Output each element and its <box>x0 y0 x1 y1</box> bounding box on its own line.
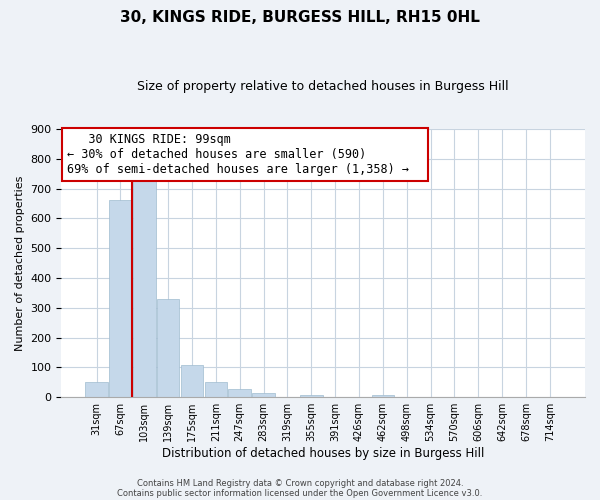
Text: Contains HM Land Registry data © Crown copyright and database right 2024.: Contains HM Land Registry data © Crown c… <box>137 478 463 488</box>
Y-axis label: Number of detached properties: Number of detached properties <box>15 176 25 350</box>
Bar <box>109 200 132 397</box>
Bar <box>205 382 227 397</box>
Text: 30, KINGS RIDE, BURGESS HILL, RH15 0HL: 30, KINGS RIDE, BURGESS HILL, RH15 0HL <box>120 10 480 25</box>
Bar <box>85 382 108 397</box>
Bar <box>229 389 251 397</box>
Bar <box>371 395 394 397</box>
Text: Contains public sector information licensed under the Open Government Licence v3: Contains public sector information licen… <box>118 488 482 498</box>
Title: Size of property relative to detached houses in Burgess Hill: Size of property relative to detached ho… <box>137 80 509 93</box>
Bar <box>157 299 179 397</box>
Bar <box>181 366 203 397</box>
Text: 30 KINGS RIDE: 99sqm
← 30% of detached houses are smaller (590)
69% of semi-deta: 30 KINGS RIDE: 99sqm ← 30% of detached h… <box>67 133 423 176</box>
Bar <box>252 392 275 397</box>
Bar <box>133 176 155 397</box>
X-axis label: Distribution of detached houses by size in Burgess Hill: Distribution of detached houses by size … <box>162 447 484 460</box>
Bar <box>300 395 323 397</box>
